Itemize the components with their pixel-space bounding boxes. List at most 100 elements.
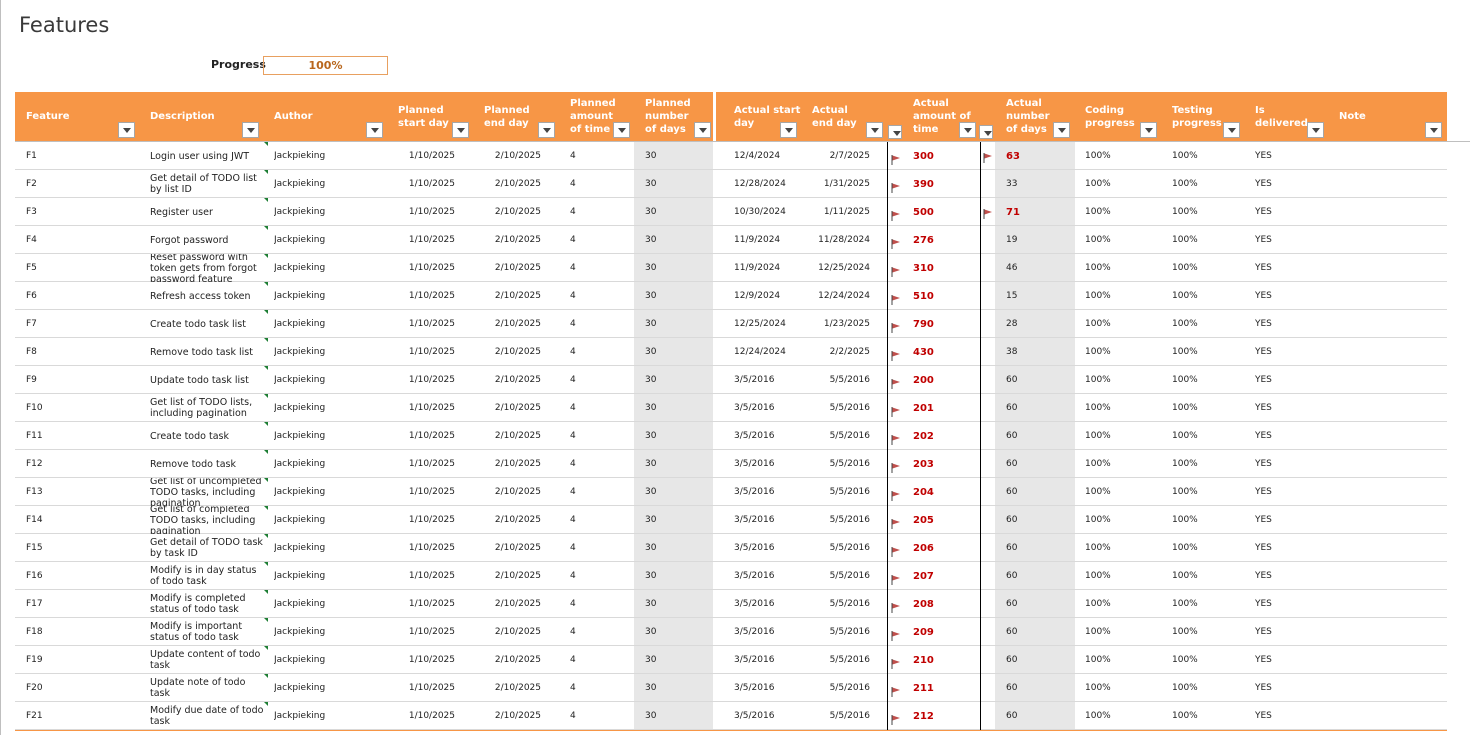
- cell-description[interactable]: Create todo task list: [150, 318, 246, 330]
- comment-indicator-icon[interactable]: [264, 674, 268, 678]
- cell-is-delivered[interactable]: YES: [1255, 430, 1272, 441]
- cell-author[interactable]: Jackpieking: [274, 346, 326, 357]
- cell-planned-amount-of-time[interactable]: 4: [570, 598, 576, 609]
- cell-is-delivered[interactable]: YES: [1255, 458, 1272, 469]
- cell-actual-amount-of-time[interactable]: 200: [913, 374, 934, 386]
- cell-actual-number-of-days[interactable]: 46: [1006, 262, 1018, 273]
- comment-indicator-icon[interactable]: [264, 282, 268, 286]
- filter-dropdown-icon[interactable]: [888, 125, 902, 139]
- cell-feature-id[interactable]: F14: [26, 514, 43, 525]
- cell-actual-number-of-days[interactable]: 19: [1006, 234, 1018, 245]
- cell-actual-amount-of-time[interactable]: 208: [913, 598, 934, 610]
- cell-planned-number-of-days[interactable]: 30: [645, 514, 657, 525]
- cell-planned-start-day[interactable]: 1/10/2025: [408, 654, 455, 665]
- cell-description[interactable]: Create todo task: [150, 430, 229, 442]
- cell-planned-number-of-days[interactable]: 30: [645, 178, 657, 189]
- cell-coding-progress[interactable]: 100%: [1085, 374, 1111, 385]
- cell-author[interactable]: Jackpieking: [274, 430, 326, 441]
- cell-actual-end-day[interactable]: 5/5/2016: [829, 402, 870, 413]
- table-row[interactable]: F13 Get list of uncompleted TODO tasks, i…: [15, 478, 1447, 506]
- filter-dropdown-icon[interactable]: [452, 122, 469, 138]
- cell-planned-start-day[interactable]: 1/10/2025: [408, 150, 455, 161]
- cell-feature-id[interactable]: F20: [26, 682, 43, 693]
- cell-actual-number-of-days[interactable]: 60: [1006, 458, 1018, 469]
- cell-actual-number-of-days[interactable]: 60: [1006, 710, 1018, 721]
- cell-testing-progress[interactable]: 100%: [1172, 570, 1198, 581]
- cell-coding-progress[interactable]: 100%: [1085, 262, 1111, 273]
- cell-planned-amount-of-time[interactable]: 4: [570, 430, 576, 441]
- cell-description[interactable]: Register user: [150, 206, 213, 218]
- cell-feature-id[interactable]: F11: [26, 430, 43, 441]
- cell-feature-id[interactable]: F6: [26, 290, 37, 301]
- cell-planned-end-day[interactable]: 2/10/2025: [494, 542, 541, 553]
- comment-indicator-icon[interactable]: [264, 702, 268, 706]
- cell-testing-progress[interactable]: 100%: [1172, 262, 1198, 273]
- cell-actual-start-day[interactable]: 11/9/2024: [734, 262, 781, 273]
- cell-actual-start-day[interactable]: 3/5/2016: [734, 570, 775, 581]
- filter-dropdown-icon[interactable]: [959, 122, 976, 138]
- cell-author[interactable]: Jackpieking: [274, 514, 326, 525]
- cell-testing-progress[interactable]: 100%: [1172, 626, 1198, 637]
- cell-coding-progress[interactable]: 100%: [1085, 654, 1111, 665]
- cell-author[interactable]: Jackpieking: [274, 598, 326, 609]
- cell-feature-id[interactable]: F7: [26, 318, 37, 329]
- cell-planned-end-day[interactable]: 2/10/2025: [494, 486, 541, 497]
- cell-feature-id[interactable]: F15: [26, 542, 43, 553]
- cell-is-delivered[interactable]: YES: [1255, 626, 1272, 637]
- cell-planned-end-day[interactable]: 2/10/2025: [494, 374, 541, 385]
- cell-planned-start-day[interactable]: 1/10/2025: [408, 402, 455, 413]
- cell-testing-progress[interactable]: 100%: [1172, 402, 1198, 413]
- cell-description[interactable]: Get detail of TODO task by task ID: [150, 537, 263, 559]
- cell-planned-number-of-days[interactable]: 30: [645, 402, 657, 413]
- cell-planned-amount-of-time[interactable]: 4: [570, 290, 576, 301]
- comment-indicator-icon[interactable]: [264, 450, 268, 454]
- cell-planned-start-day[interactable]: 1/10/2025: [408, 626, 455, 637]
- cell-actual-number-of-days[interactable]: 60: [1006, 514, 1018, 525]
- cell-is-delivered[interactable]: YES: [1255, 514, 1272, 525]
- table-row[interactable]: F14 Get list of completed TODO tasks, inc…: [15, 506, 1447, 534]
- cell-description[interactable]: Modify is important status of todo task: [150, 621, 243, 643]
- cell-actual-start-day[interactable]: 11/9/2024: [734, 234, 781, 245]
- cell-actual-amount-of-time[interactable]: 390: [913, 178, 934, 190]
- cell-is-delivered[interactable]: YES: [1255, 206, 1272, 217]
- table-row[interactable]: F19 Update content of todo task Jackpiekin…: [15, 646, 1447, 674]
- cell-author[interactable]: Jackpieking: [274, 374, 326, 385]
- cell-feature-id[interactable]: F18: [26, 626, 43, 637]
- cell-planned-number-of-days[interactable]: 30: [645, 458, 657, 469]
- cell-actual-start-day[interactable]: 3/5/2016: [734, 542, 775, 553]
- filter-dropdown-icon[interactable]: [780, 122, 797, 138]
- cell-actual-amount-of-time[interactable]: 211: [913, 682, 934, 694]
- cell-is-delivered[interactable]: YES: [1255, 710, 1272, 721]
- cell-planned-amount-of-time[interactable]: 4: [570, 346, 576, 357]
- cell-coding-progress[interactable]: 100%: [1085, 150, 1111, 161]
- cell-feature-id[interactable]: F17: [26, 598, 43, 609]
- cell-testing-progress[interactable]: 100%: [1172, 654, 1198, 665]
- cell-description[interactable]: Login user using JWT: [150, 150, 250, 162]
- cell-description[interactable]: Update note of todo task: [150, 677, 246, 699]
- cell-author[interactable]: Jackpieking: [274, 402, 326, 413]
- cell-actual-start-day[interactable]: 3/5/2016: [734, 654, 775, 665]
- cell-planned-number-of-days[interactable]: 30: [645, 542, 657, 553]
- cell-coding-progress[interactable]: 100%: [1085, 514, 1111, 525]
- cell-planned-start-day[interactable]: 1/10/2025: [408, 290, 455, 301]
- cell-coding-progress[interactable]: 100%: [1085, 346, 1111, 357]
- table-row[interactable]: F10 Get list of TODO lists, including pag…: [15, 394, 1447, 422]
- cell-actual-end-day[interactable]: 12/25/2024: [818, 262, 870, 273]
- cell-planned-number-of-days[interactable]: 30: [645, 150, 657, 161]
- cell-planned-end-day[interactable]: 2/10/2025: [494, 290, 541, 301]
- cell-actual-amount-of-time[interactable]: 210: [913, 654, 934, 666]
- cell-actual-start-day[interactable]: 3/5/2016: [734, 626, 775, 637]
- cell-description[interactable]: Update todo task list: [150, 374, 249, 386]
- cell-is-delivered[interactable]: YES: [1255, 234, 1272, 245]
- cell-description[interactable]: Reset password with token gets from forg…: [150, 254, 257, 282]
- comment-indicator-icon[interactable]: [264, 198, 268, 202]
- comment-indicator-icon[interactable]: [264, 534, 268, 538]
- cell-actual-end-day[interactable]: 5/5/2016: [829, 570, 870, 581]
- table-row[interactable]: F12 Remove todo task Jackpieking 1/10/2025 2…: [15, 450, 1447, 478]
- cell-feature-id[interactable]: F21: [26, 710, 43, 721]
- cell-actual-amount-of-time[interactable]: 207: [913, 570, 934, 582]
- cell-actual-amount-of-time[interactable]: 205: [913, 514, 934, 526]
- cell-testing-progress[interactable]: 100%: [1172, 542, 1198, 553]
- cell-planned-start-day[interactable]: 1/10/2025: [408, 430, 455, 441]
- cell-description[interactable]: Get list of TODO lists, including pagina…: [150, 397, 253, 419]
